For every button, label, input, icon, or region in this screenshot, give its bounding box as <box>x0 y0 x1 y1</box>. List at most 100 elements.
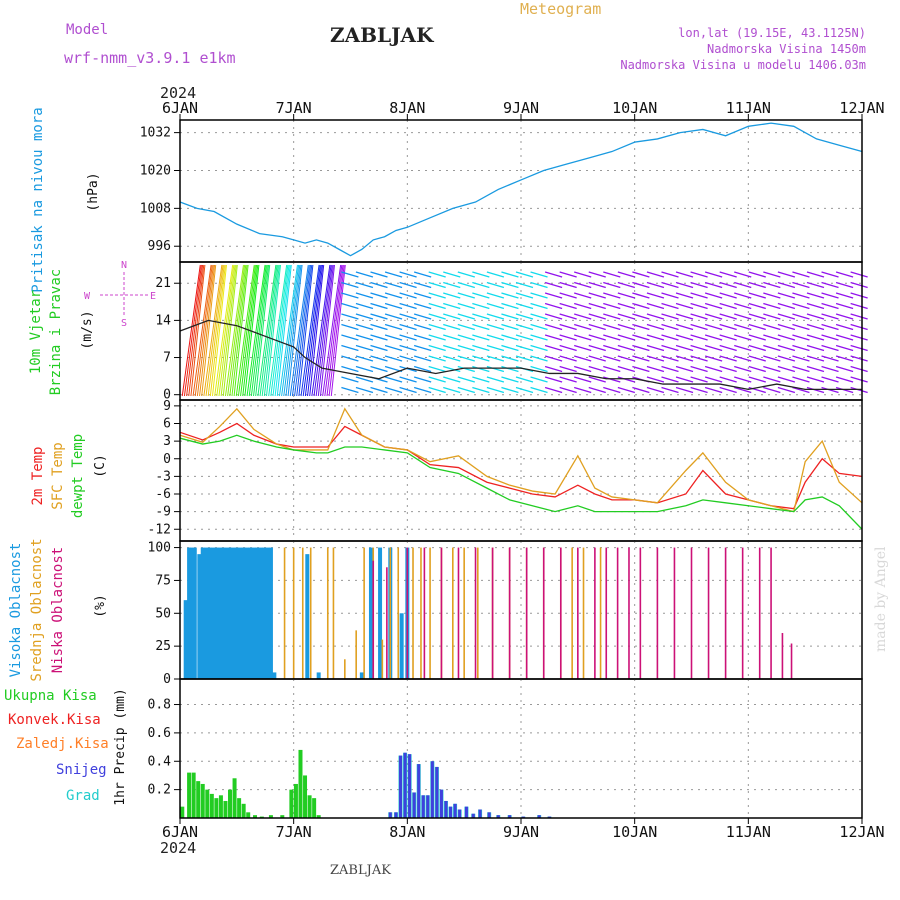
wind-barb <box>192 264 212 397</box>
wind-barb <box>472 365 490 373</box>
wind-barb <box>792 376 810 383</box>
precip-label-conv: Konvek.Kisa <box>8 712 101 728</box>
wind-barb <box>632 334 650 341</box>
wind-barb <box>296 264 313 397</box>
wind-barb <box>821 344 839 352</box>
wind-barb <box>763 313 781 320</box>
wind-barb <box>588 386 606 394</box>
snow-bar <box>487 812 491 818</box>
wind-barb <box>515 271 534 278</box>
wind-barb <box>486 376 505 383</box>
x-tick-label-top: 6JAN <box>162 99 198 117</box>
wind-barb <box>806 344 825 352</box>
wind-barb <box>283 264 301 397</box>
wind-barb <box>370 334 388 341</box>
wind-barb <box>515 386 534 394</box>
wind-barb <box>207 264 225 397</box>
low-cloud-bar <box>406 547 409 679</box>
wind-barb <box>559 323 577 331</box>
wind-barb <box>675 386 694 394</box>
wind-barb <box>573 292 592 299</box>
high-cloud-bar <box>265 547 270 679</box>
wind-barb <box>690 292 708 299</box>
model-elevation-text: Nadmorska Visina u modelu 1406.03m <box>620 58 866 72</box>
wind-barb <box>341 365 359 373</box>
wind-barb <box>486 386 505 394</box>
low-cloud-bar <box>577 547 579 679</box>
wind-barb <box>457 365 475 373</box>
wind-barb <box>515 292 534 299</box>
wind-barb <box>530 334 548 341</box>
wind-barb <box>850 355 868 362</box>
wind-barb <box>559 334 577 341</box>
low-cloud-bar <box>724 547 727 679</box>
wind-barb <box>384 292 403 299</box>
y-tick-label: 0 <box>163 672 171 687</box>
wind-barb <box>384 271 403 278</box>
wind-barb <box>544 365 563 373</box>
wind-barb <box>675 365 694 373</box>
wind-barb <box>501 313 519 320</box>
snow-bar <box>537 815 541 818</box>
snow-bar <box>439 789 443 818</box>
high-cloud-bar <box>241 547 246 679</box>
wind-barb <box>486 302 505 310</box>
wind-barb <box>515 302 534 310</box>
wind-barb <box>690 302 708 310</box>
wind-barb <box>734 302 752 310</box>
wind-barb <box>413 355 432 362</box>
wind-barb <box>850 376 868 383</box>
wind-barb <box>675 376 694 383</box>
x-tick-label-top: 8JAN <box>389 99 425 117</box>
wind-barb <box>617 323 636 331</box>
wind-label-line2: Brzina i Pravac <box>48 269 64 395</box>
low-cloud-bar <box>386 567 388 679</box>
y-tick-label: -9 <box>155 505 171 520</box>
wind-barb <box>573 281 592 289</box>
wind-barb <box>588 313 606 320</box>
wind-barb <box>457 271 475 278</box>
wind-barb <box>835 302 854 310</box>
wind-barb <box>690 313 708 320</box>
total-precip-bar <box>237 798 242 818</box>
wind-barb <box>326 264 344 397</box>
wind-barb <box>588 334 606 341</box>
wind-barb <box>559 365 577 373</box>
wind-barb <box>259 264 278 397</box>
wind-barb <box>806 313 825 320</box>
high-cloud-bar <box>378 547 383 679</box>
y-tick-label: 75 <box>155 573 171 588</box>
wind-barb <box>777 323 796 331</box>
mid-cloud-bar <box>477 547 479 679</box>
wind-barb <box>399 344 417 352</box>
wind-barb <box>777 281 796 289</box>
wind-barb <box>748 281 766 289</box>
wind-barb <box>763 376 781 383</box>
wind-barb <box>370 281 388 289</box>
low-cloud-bar <box>508 547 511 679</box>
low-cloud-bar <box>656 547 659 679</box>
wind-barb <box>719 323 737 331</box>
total-precip-bar <box>232 778 237 818</box>
x-tick-label-bottom: 12JAN <box>839 823 884 841</box>
wind-barb <box>675 292 694 299</box>
wind-barb <box>603 292 621 299</box>
y-tick-label: 0.2 <box>148 783 171 798</box>
wind-barb <box>603 334 621 341</box>
x-tick-label-top: 9JAN <box>503 99 539 117</box>
mid-cloud-bar <box>571 547 573 679</box>
wind-barb <box>341 313 359 320</box>
wind-barb <box>428 365 446 373</box>
high-cloud-bar <box>224 547 229 679</box>
wind-barb <box>246 264 266 397</box>
wind-barb <box>792 344 810 352</box>
high-cloud-bar <box>399 613 404 679</box>
elevation-text: Nadmorska Visina 1450m <box>707 42 866 56</box>
high-cloud-bar <box>207 547 212 679</box>
wind-barb <box>603 376 621 383</box>
wind-barb <box>443 386 461 394</box>
wind-barb <box>472 313 490 320</box>
wind-barb <box>355 323 374 331</box>
wind-barb <box>544 376 563 383</box>
wind-barb <box>603 355 621 362</box>
